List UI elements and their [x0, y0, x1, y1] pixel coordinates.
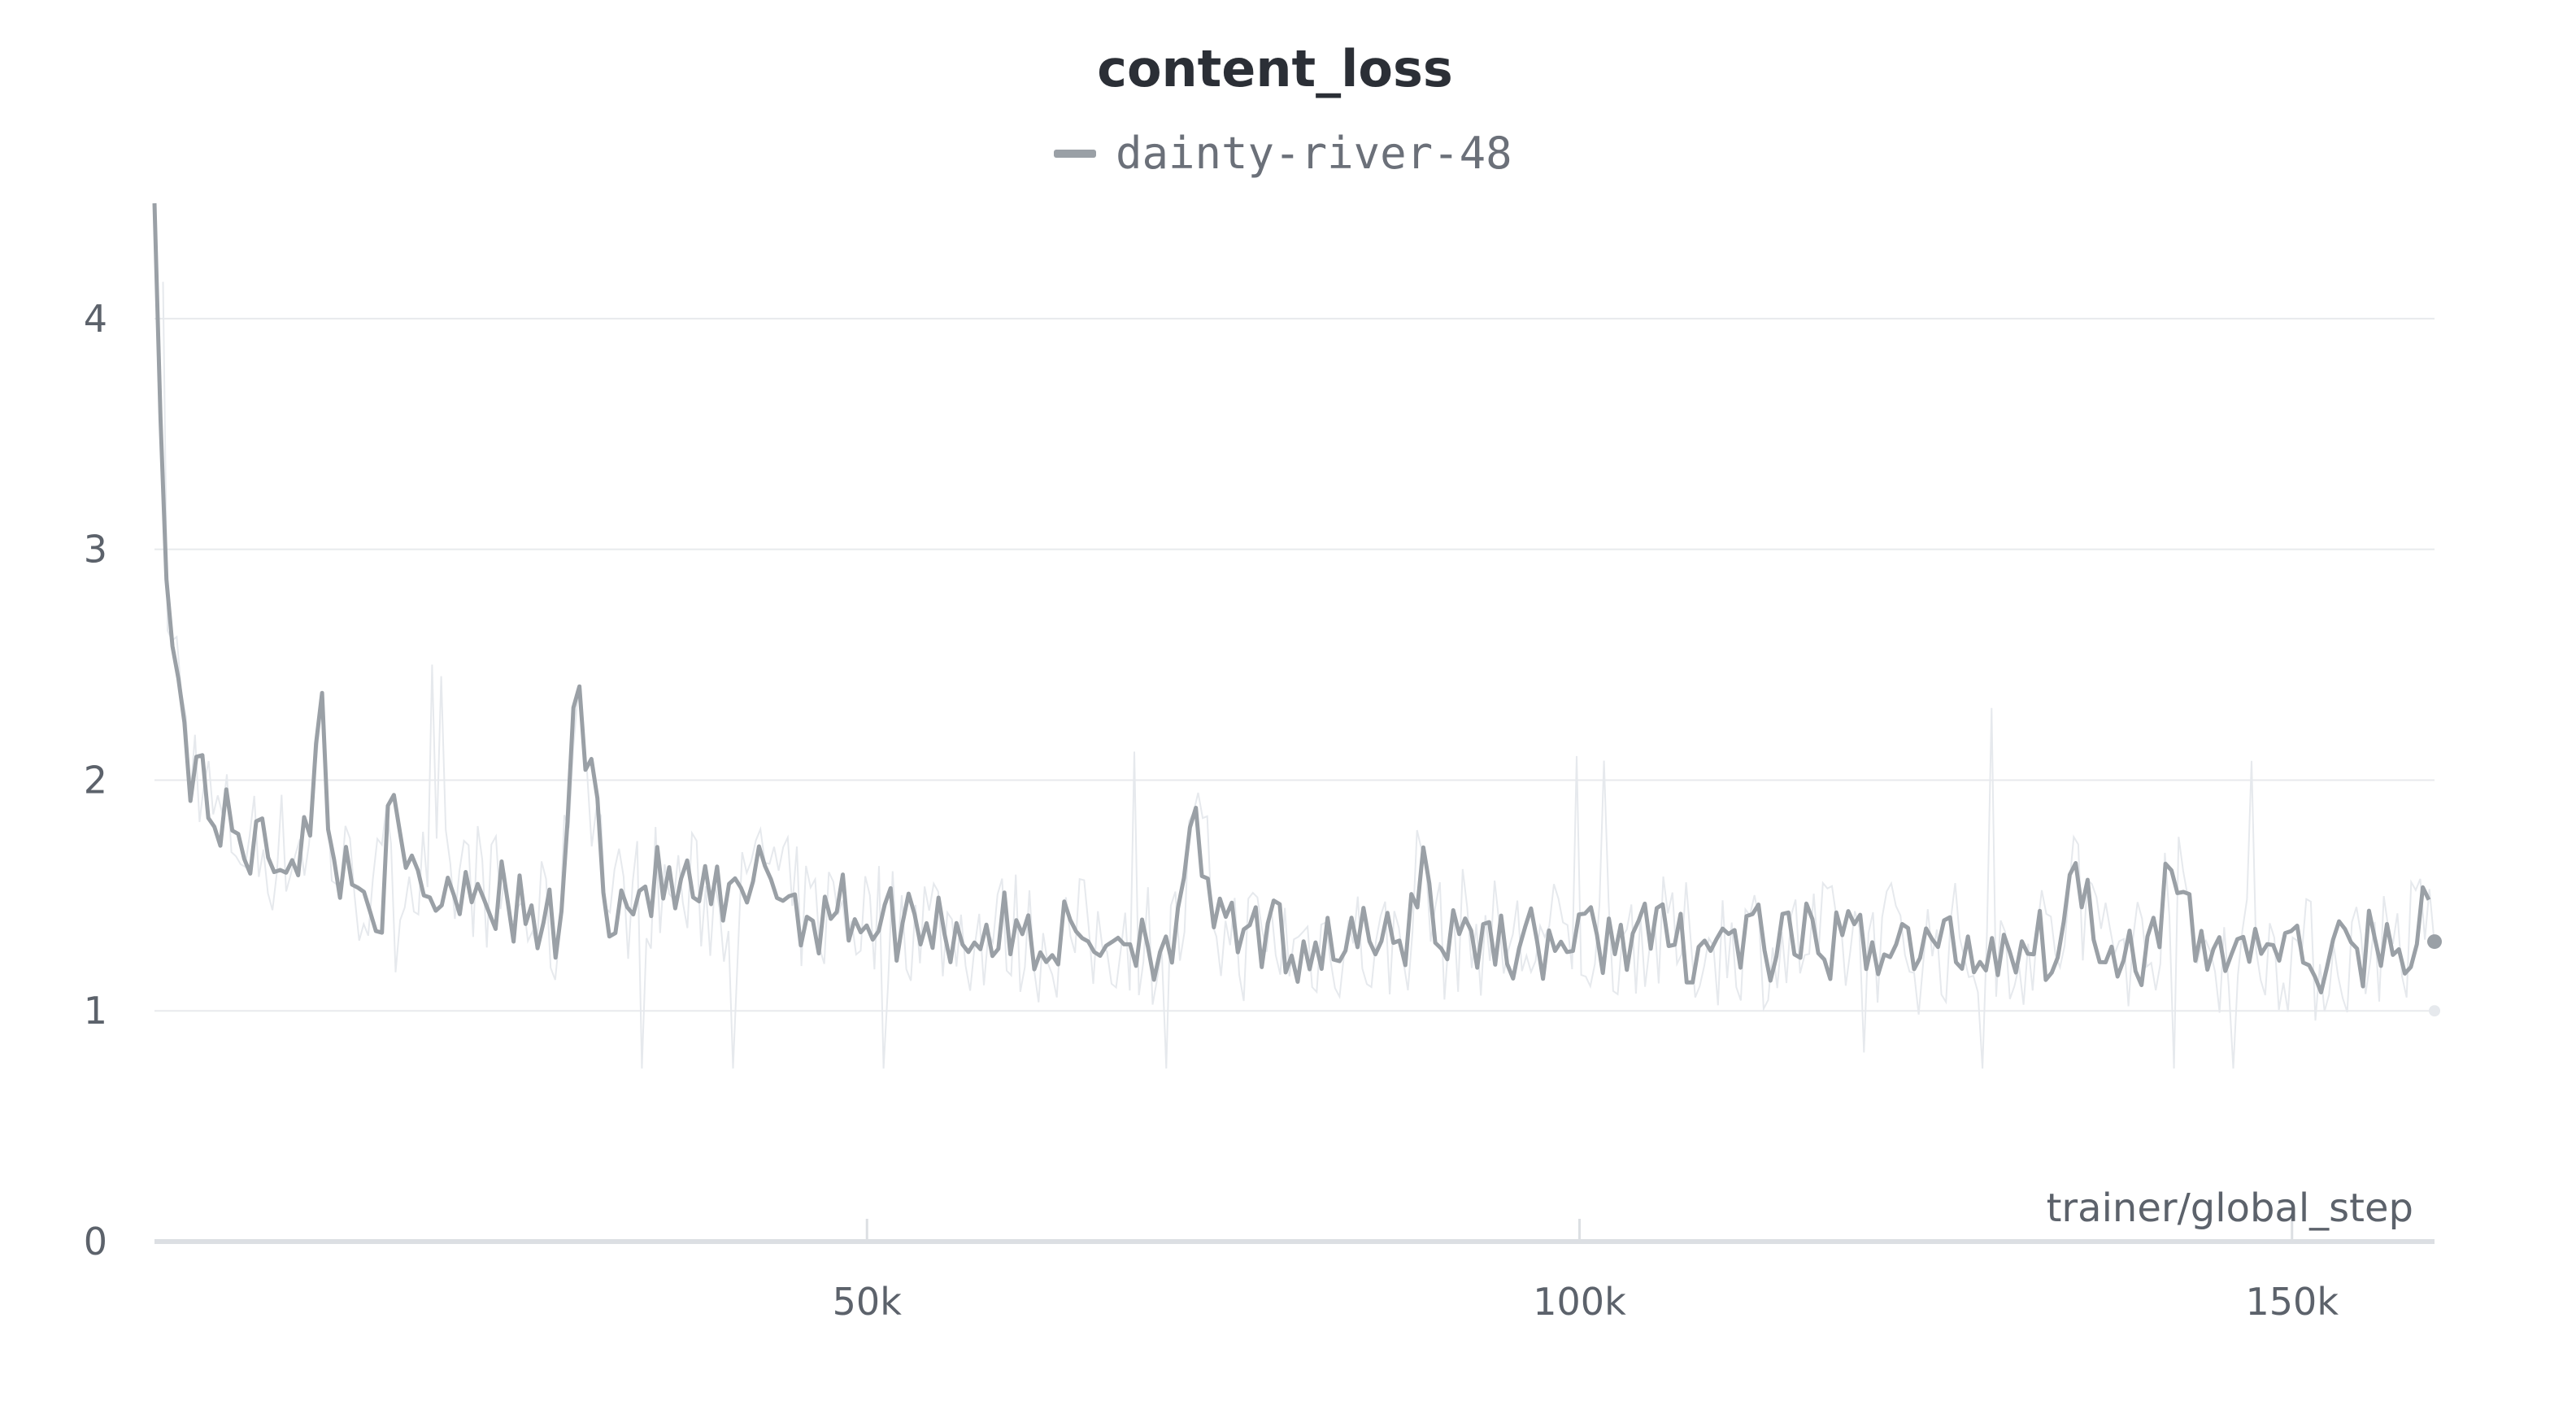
y-tick-label: 2: [84, 758, 107, 802]
legend[interactable]: dainty-river-48: [1054, 128, 1512, 179]
x-tick-label: 50k: [833, 1280, 903, 1324]
series-end-marker: [2427, 934, 2442, 950]
legend-label: dainty-river-48: [1116, 128, 1512, 179]
x-axis: 50k 100k 150k: [154, 1219, 2435, 1324]
raw-series-line: [162, 281, 2435, 1069]
x-tick-label: 150k: [2246, 1280, 2339, 1324]
x-axis-label: trainer/global_step: [2047, 1185, 2413, 1231]
legend-swatch: [1054, 150, 1096, 158]
y-tick-label: 4: [84, 297, 107, 341]
series-layer[interactable]: [152, 202, 2442, 994]
chart-title: content_loss: [1097, 39, 1453, 98]
raw-end-marker: [2429, 1005, 2440, 1017]
y-tick-label: 3: [84, 528, 107, 572]
y-tick-label: 1: [84, 989, 107, 1033]
y-tick-label: 0: [84, 1220, 107, 1264]
grid: [154, 317, 2435, 1012]
series-line-dainty-river-48[interactable]: [152, 202, 2431, 994]
x-tick-label: 100k: [1533, 1280, 1626, 1324]
y-axis: 0 1 2 3 4: [84, 297, 107, 1264]
raw-series-trace: [162, 281, 2440, 1069]
